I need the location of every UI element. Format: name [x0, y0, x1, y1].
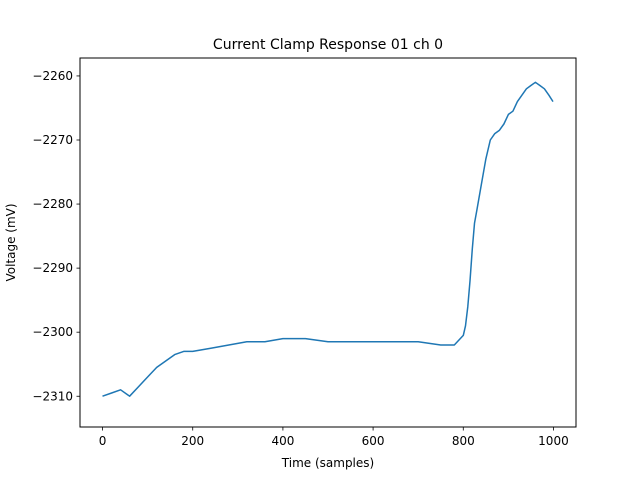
x-axis-ticks: 0 200 400 600 800 1000 [99, 427, 569, 448]
x-axis-label: Time (samples) [281, 456, 374, 470]
x-tick-label: 400 [271, 434, 294, 448]
y-tick-label: −2290 [32, 261, 73, 275]
series-line-0 [102, 81, 554, 397]
x-tick-label: 0 [99, 434, 107, 448]
y-tick-label: −2280 [32, 197, 73, 211]
x-tick-label: 800 [452, 434, 475, 448]
x-tick-label: 600 [362, 434, 385, 448]
x-tick-label: 1000 [538, 434, 569, 448]
y-axis-label: Voltage (mV) [4, 203, 18, 281]
y-tick-label: −2300 [32, 325, 73, 339]
y-tick-label: −2270 [32, 133, 73, 147]
y-tick-label: −2310 [32, 389, 73, 403]
chart-title: Current Clamp Response 01 ch 0 [213, 37, 443, 53]
plot-area [102, 81, 554, 397]
x-tick-label: 200 [181, 434, 204, 448]
plot-frame [79, 57, 577, 428]
y-tick-label: −2260 [32, 69, 73, 83]
y-axis-ticks: −2310 −2300 −2290 −2280 −2270 −2260 [32, 69, 80, 403]
